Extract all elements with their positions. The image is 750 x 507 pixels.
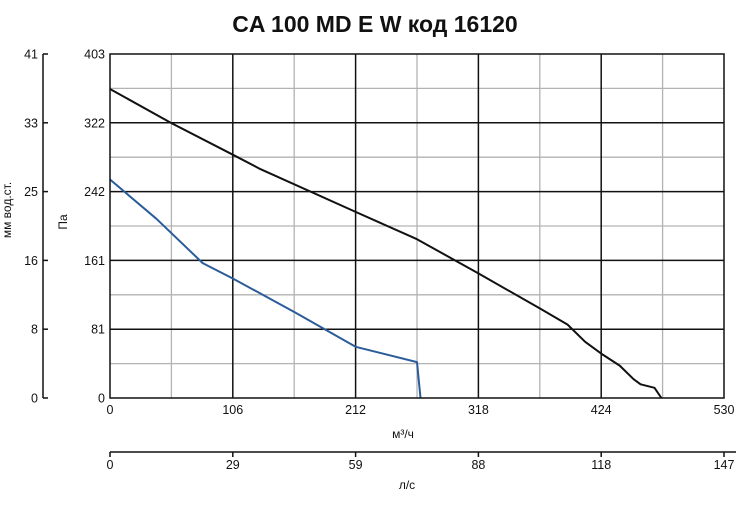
y-axis-secondary-tick-label: 41 xyxy=(24,48,38,62)
x-tick-label: 212 xyxy=(345,403,366,417)
y-axis-secondary-tick-label: 8 xyxy=(31,323,38,337)
y-axis-secondary-tick-label: 33 xyxy=(24,116,38,130)
series-line-2 xyxy=(109,178,422,399)
x-tick-label: 106 xyxy=(222,403,243,417)
y-tick-label: 161 xyxy=(84,254,105,268)
y-tick-label: 322 xyxy=(84,116,105,130)
x-axis-secondary-title: л/с xyxy=(399,478,415,492)
x-axis-secondary-tick-label: 147 xyxy=(714,458,735,472)
x-tick-label: 318 xyxy=(468,403,489,417)
x-axis-secondary-tick-label: 59 xyxy=(349,458,363,472)
y-tick-label: 403 xyxy=(84,48,105,62)
y-axis-title: Па xyxy=(56,214,70,230)
x-axis-secondary: 0 29 59 88 118 147 xyxy=(107,451,736,472)
x-axis-secondary-tick-label: 88 xyxy=(471,458,485,472)
chart-title: CA 100 MD E W код 16120 xyxy=(232,11,517,37)
grid-major xyxy=(110,54,724,398)
y-axis-secondary-tick-label: 25 xyxy=(24,185,38,199)
series-line-1 xyxy=(109,88,663,399)
x-tick-label: 530 xyxy=(714,403,735,417)
y-axis-secondary: 0 8 16 25 33 41 xyxy=(24,48,48,406)
x-axis-secondary-tick-label: 118 xyxy=(591,458,611,472)
y-tick-label: 242 xyxy=(84,185,105,199)
plot-frame xyxy=(109,53,725,399)
grid-minor xyxy=(110,54,724,398)
y-axis-secondary-title: мм вод.ст. xyxy=(0,182,14,238)
y-axis-ticks: 0 81 161 242 322 403 xyxy=(84,48,105,406)
x-axis-secondary-tick-label: 0 xyxy=(107,458,114,472)
y-axis-secondary-tick-label: 16 xyxy=(24,254,38,268)
y-tick-label: 0 xyxy=(98,392,105,406)
y-tick-label: 81 xyxy=(91,323,105,337)
x-tick-label: 424 xyxy=(591,403,612,417)
x-axis-title: м³/ч xyxy=(392,427,414,441)
y-axis-secondary-tick-label: 0 xyxy=(31,392,38,406)
x-tick-label: 0 xyxy=(107,403,114,417)
series-layer xyxy=(109,88,663,399)
x-axis-ticks: 0 106 212 318 424 530 xyxy=(107,403,735,417)
x-axis-secondary-tick-label: 29 xyxy=(226,458,240,472)
